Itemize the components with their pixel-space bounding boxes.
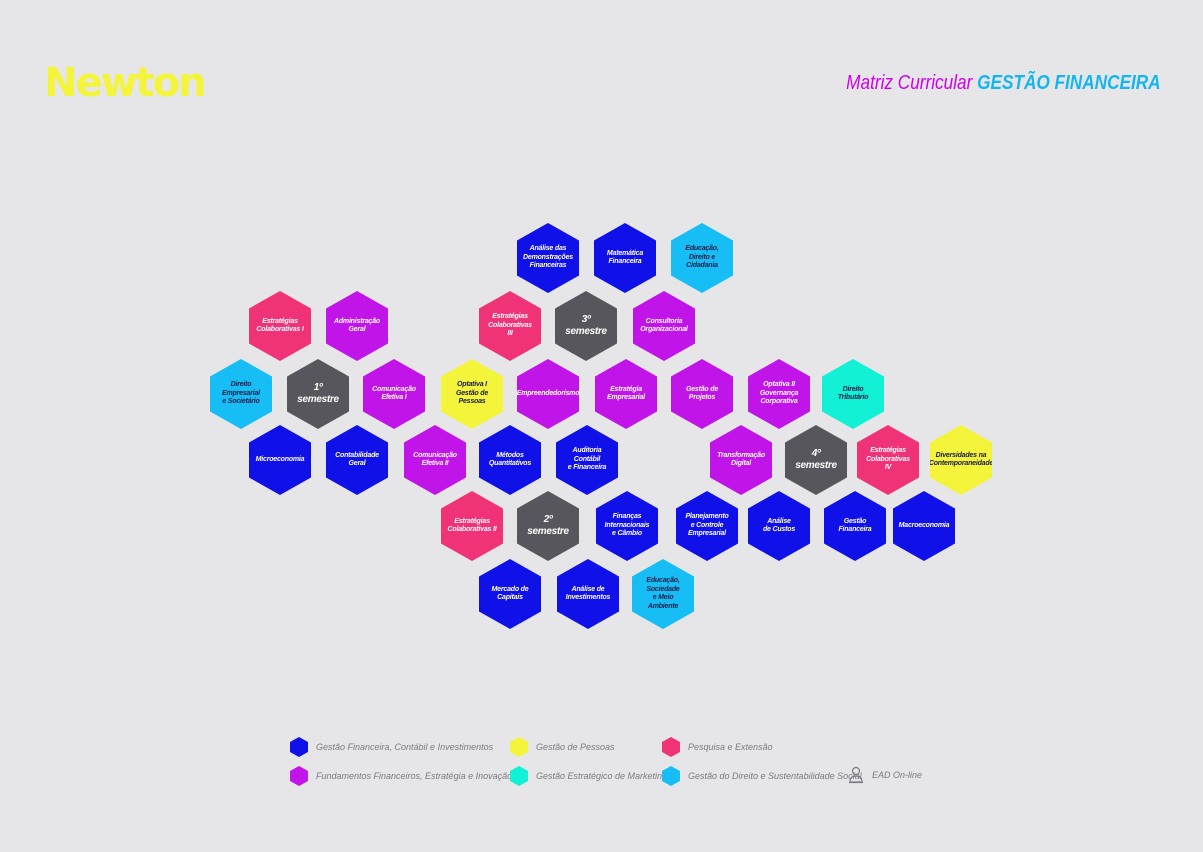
course-hex[interactable]: Estratégias Colaborativas I (249, 291, 311, 361)
hex-label: Análise de Investimentos (565, 585, 611, 602)
hex-label: 2º semestre (527, 514, 569, 537)
course-hex[interactable]: Optativa II Governança Corporativa (748, 359, 810, 429)
hex-label: Estratégias Colaborativas II (447, 517, 497, 534)
hex-label: Transformação Digital (717, 451, 765, 468)
course-hex[interactable]: Transformação Digital (710, 425, 772, 495)
hex-label: Análise de Custos (762, 517, 796, 534)
course-hex[interactable]: Métodos Quantitativos (479, 425, 541, 495)
hex-label: Planejamento e Controle Empresarial (685, 513, 729, 538)
legend-label: Fundamentos Financeiros, Estratégia e In… (316, 771, 513, 781)
hex-label: Educação, Sociedade e Meio Ambiente (646, 577, 680, 610)
legend-item: Gestão Estratégico de Marketing (510, 766, 667, 786)
legend-swatch (290, 737, 308, 757)
hex-label: Microeconomia (255, 455, 305, 463)
course-hex[interactable]: Administração Geral (326, 291, 388, 361)
title-course: GESTÃO FINANCEIRA (977, 72, 1161, 94)
legend-item: EAD On-line (848, 766, 922, 784)
legend-item: Fundamentos Financeiros, Estratégia e In… (290, 766, 512, 786)
course-hex[interactable]: Análise das Demonstrações Financeiras (517, 223, 579, 293)
course-hex[interactable]: Estratégia Empresarial (595, 359, 657, 429)
semester-hex[interactable]: 1º semestre (287, 359, 349, 429)
course-hex[interactable]: Comunicação Efetiva II (404, 425, 466, 495)
hex-label: Estratégias Colaborativas III (488, 313, 532, 338)
course-hex[interactable]: Auditoria Contábil e Financeira (556, 425, 618, 495)
course-hex[interactable]: Microeconomia (249, 425, 311, 495)
hex-label: Educação, Direito e Cidadania (685, 245, 719, 270)
legend-item: Gestão de Pessoas (510, 737, 615, 757)
hex-label: Gestão de Projetos (685, 385, 719, 402)
course-hex[interactable]: Gestão de Projetos (671, 359, 733, 429)
legend-label: EAD On-line (872, 770, 923, 780)
course-hex[interactable]: Comunicação Efetiva I (363, 359, 425, 429)
semester-hex[interactable]: 3º semestre (555, 291, 617, 361)
title-prefix: Matriz Curricular (846, 72, 973, 94)
hex-label: Empreendedorismo (516, 389, 580, 397)
course-hex[interactable]: Estratégias Colaborativas IV (857, 425, 919, 495)
course-hex[interactable]: Optativa I Gestão de Pessoas (441, 359, 503, 429)
course-hex[interactable]: Educação, Direito e Cidadania (671, 223, 733, 293)
course-hex[interactable]: Finanças Internacionais e Câmbio (596, 491, 658, 561)
hex-label: Comunicação Efetiva I (372, 385, 416, 402)
hex-label: Finanças Internacionais e Câmbio (604, 513, 650, 538)
semester-hex[interactable]: 4º semestre (785, 425, 847, 495)
hex-label: Direito Tributário (837, 385, 869, 402)
hex-label: Estratégia Empresarial (607, 385, 645, 402)
course-hex[interactable]: Análise de Investimentos (557, 559, 619, 629)
legend-swatch (662, 766, 680, 786)
course-hex[interactable]: Gestão Financeira (824, 491, 886, 561)
course-hex[interactable]: Estratégias Colaborativas III (479, 291, 541, 361)
course-hex[interactable]: Macroeconomia (893, 491, 955, 561)
course-hex[interactable]: Estratégias Colaborativas II (441, 491, 503, 561)
hex-label: Macroeconomia (898, 521, 950, 529)
hex-label: Mercado de Capitais (491, 585, 529, 602)
course-hex[interactable]: Direito Tributário (822, 359, 884, 429)
legend-label: Gestão Financeira, Contábil e Investimen… (316, 742, 494, 752)
course-hex[interactable]: Educação, Sociedade e Meio Ambiente (632, 559, 694, 629)
legend-label: Gestão do Direito e Sustentabilidade Soc… (688, 771, 862, 781)
course-hex[interactable]: Matemática Financeira (594, 223, 656, 293)
course-hex[interactable]: Diversidades na Contemporaneidade (930, 425, 992, 495)
legend-label: Pesquisa e Extensão (688, 742, 773, 752)
hex-label: Optativa I Gestão de Pessoas (455, 381, 489, 406)
hex-label: Contabilidade Geral (335, 451, 379, 468)
course-hex[interactable]: Consultoria Organizacional (633, 291, 695, 361)
legend-swatch (662, 737, 680, 757)
hex-label: Optativa II Governança Corporativa (759, 381, 799, 406)
hex-label: Consultoria Organizacional (640, 317, 688, 334)
legend-item: Gestão Financeira, Contábil e Investimen… (290, 737, 493, 757)
hex-label: Diversidades na Contemporaneidade (928, 451, 994, 468)
legend-label: Gestão Estratégico de Marketing (536, 771, 668, 781)
legend-label: Gestão de Pessoas (536, 742, 615, 752)
legend-item: Gestão do Direito e Sustentabilidade Soc… (662, 766, 862, 786)
course-hex[interactable]: Mercado de Capitais (479, 559, 541, 629)
hex-label: Estratégias Colaborativas IV (866, 447, 910, 472)
legend-swatch (510, 766, 528, 786)
course-hex[interactable]: Direito Empresarial e Societário (210, 359, 272, 429)
person-icon (849, 766, 863, 784)
hex-label: Gestão Financeira (838, 517, 872, 534)
legend-swatch (290, 766, 308, 786)
legend-swatch (510, 737, 528, 757)
hex-label: Análise das Demonstrações Financeiras (523, 245, 573, 270)
hex-label: Matemática Financeira (606, 249, 644, 266)
hex-label: Auditoria Contábil e Financeira (567, 447, 607, 472)
legend-item: Pesquisa e Extensão (662, 737, 773, 757)
hex-label: Estratégias Colaborativas I (256, 317, 304, 334)
hex-label: Comunicação Efetiva II (413, 451, 457, 468)
semester-hex[interactable]: 2º semestre (517, 491, 579, 561)
course-hex[interactable]: Contabilidade Geral (326, 425, 388, 495)
hex-label: Direito Empresarial e Societário (222, 381, 260, 406)
hex-label: Métodos Quantitativos (488, 451, 532, 468)
hex-label: 4º semestre (795, 448, 837, 471)
hex-label: Administração Geral (333, 317, 381, 334)
course-hex[interactable]: Análise de Custos (748, 491, 810, 561)
page-title: Matriz Curricular GESTÃO FINANCEIRA (847, 72, 1161, 95)
hex-label: 1º semestre (297, 382, 339, 405)
course-hex[interactable]: Empreendedorismo (517, 359, 579, 429)
course-hex[interactable]: Planejamento e Controle Empresarial (676, 491, 738, 561)
hex-label: 3º semestre (565, 314, 607, 337)
newton-logo: Newton (44, 60, 207, 106)
